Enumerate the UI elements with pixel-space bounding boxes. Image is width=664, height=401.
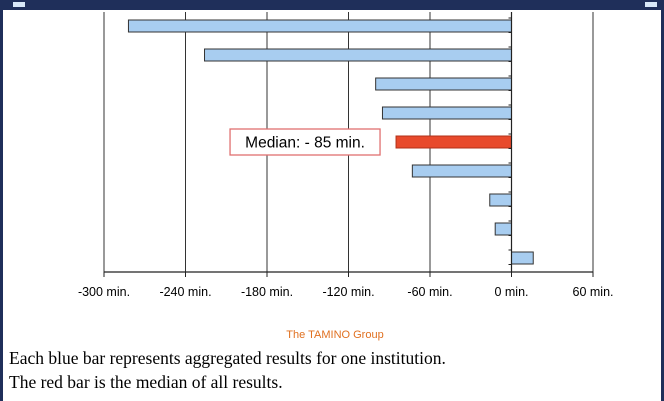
- median-annotation-box: [229, 128, 381, 156]
- institution-bar: [204, 48, 512, 62]
- x-tick-label: -180 min.: [241, 285, 293, 299]
- median-annotation-text: Median: - 85 min.: [245, 135, 365, 152]
- median-bar: [395, 135, 512, 149]
- top-header-bar: [3, 0, 664, 10]
- caption-line-2: The red bar is the median of all results…: [9, 372, 283, 392]
- bars: [127, 19, 534, 265]
- institution-bar: [381, 106, 513, 120]
- header-accent-right: [645, 2, 657, 7]
- x-tick-label: -300 min.: [78, 285, 130, 299]
- x-tick-label: -240 min.: [159, 285, 211, 299]
- x-tick-label: -120 min.: [322, 285, 374, 299]
- header-accent-left: [13, 2, 25, 7]
- x-tick-label: 60 min.: [573, 285, 614, 299]
- bar-chart: -300 min. -240 min. -180 min. -120 min. -60 …: [78, 12, 614, 299]
- institution-bar: [494, 222, 513, 236]
- institution-bar: [511, 251, 534, 265]
- median-annotation: Median: - 85 min.: [229, 128, 381, 156]
- institution-bar: [127, 19, 512, 33]
- x-tick-label: -60 min.: [407, 285, 452, 299]
- x-tick-label: 0 min.: [494, 285, 528, 299]
- institution-bar: [489, 193, 512, 207]
- institution-bar: [375, 77, 512, 91]
- x-axis: -300 min. -240 min. -180 min. -120 min. -60 …: [78, 12, 614, 299]
- caption-line-1: Each blue bar represents aggregated resu…: [9, 348, 446, 368]
- institution-bar: [411, 164, 513, 178]
- source-label: The TAMINO Group: [286, 329, 384, 341]
